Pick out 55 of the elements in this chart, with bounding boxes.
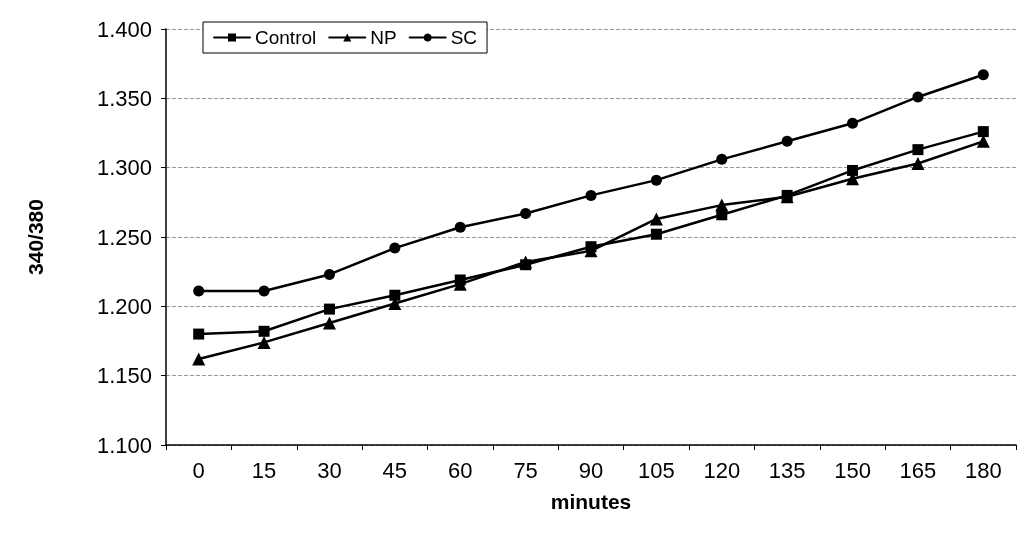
- y-tick-label: 1.150: [96, 363, 152, 389]
- point: [258, 285, 270, 297]
- x-tick-label: 120: [703, 457, 741, 483]
- point: [520, 259, 532, 271]
- y-tick-label: 1.350: [96, 85, 152, 111]
- point: [389, 242, 401, 254]
- point: [323, 303, 335, 315]
- point: [649, 212, 663, 226]
- point: [977, 126, 989, 138]
- point: [520, 207, 532, 219]
- x-tick-label: 135: [768, 457, 806, 483]
- x-tick-label: 90: [578, 457, 604, 483]
- point: [389, 289, 401, 301]
- point: [585, 189, 597, 201]
- point: [257, 335, 271, 349]
- y-tick-label: 1.250: [96, 224, 152, 250]
- legend-label: Control: [255, 27, 317, 48]
- x-tick-label: 75: [513, 457, 538, 483]
- point: [193, 285, 205, 297]
- point: [650, 174, 662, 186]
- point: [847, 164, 859, 176]
- point: [585, 241, 597, 253]
- point: [258, 325, 270, 337]
- x-tick-label: 15: [251, 457, 277, 483]
- x-tick-label: 105: [638, 457, 675, 483]
- point: [322, 316, 336, 330]
- point: [977, 69, 989, 81]
- legend-label: NP: [370, 27, 397, 48]
- x-axis-title: minutes: [550, 490, 632, 513]
- x-tick-label: 60: [447, 457, 473, 483]
- point: [716, 153, 728, 165]
- point: [912, 144, 924, 156]
- y-tick-label: 1.400: [96, 16, 152, 42]
- point: [847, 117, 859, 129]
- y-tick-label: 1.100: [96, 432, 152, 458]
- y-axis-title: 340/380: [24, 199, 47, 275]
- legend-label: SC: [450, 27, 478, 48]
- x-tick-label: 45: [382, 457, 408, 483]
- point: [911, 157, 925, 171]
- point: [193, 328, 205, 340]
- x-tick-label: 30: [317, 457, 342, 483]
- point: [454, 221, 466, 233]
- y-tick-label: 1.300: [96, 155, 152, 181]
- x-tick-label: 0: [192, 457, 205, 483]
- point: [323, 268, 335, 280]
- x-tick-label: 150: [834, 457, 871, 483]
- point: [192, 352, 206, 366]
- x-tick-label: 180: [964, 457, 1002, 483]
- point: [912, 91, 924, 103]
- point: [781, 135, 793, 147]
- point: [650, 228, 662, 240]
- x-tick-label: 165: [899, 457, 937, 483]
- point: [454, 274, 466, 286]
- y-tick-label: 1.200: [96, 293, 152, 319]
- point: [716, 209, 728, 221]
